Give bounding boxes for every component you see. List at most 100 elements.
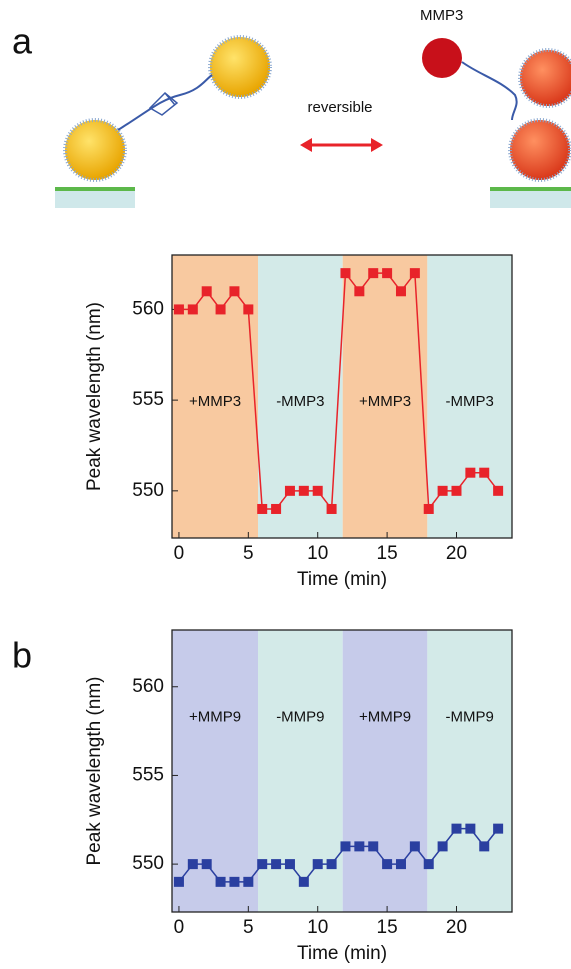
region-label: -MMP3 xyxy=(276,393,324,410)
data-point xyxy=(326,859,337,870)
x-tick-label: 15 xyxy=(377,543,398,564)
data-point xyxy=(479,467,490,478)
y-axis-title: Peak wavelength (nm) xyxy=(84,302,105,491)
data-point xyxy=(382,859,393,870)
x-tick-label: 0 xyxy=(174,543,185,564)
data-point xyxy=(312,859,323,870)
data-point xyxy=(340,268,351,279)
y-tick-label: 560 xyxy=(132,676,164,697)
data-point xyxy=(479,841,490,852)
substrate xyxy=(490,190,571,208)
data-point xyxy=(201,859,212,870)
data-point xyxy=(201,286,212,297)
x-axis-title: Time (min) xyxy=(297,943,387,964)
data-point xyxy=(451,823,462,834)
y-tick-label: 555 xyxy=(132,764,164,785)
x-axis-title: Time (min) xyxy=(297,569,387,590)
data-point xyxy=(368,841,379,852)
data-point xyxy=(354,286,365,297)
region xyxy=(342,255,428,538)
data-point xyxy=(326,503,337,514)
data-point xyxy=(243,876,254,887)
panel-label: b xyxy=(12,635,32,676)
substrate-surface xyxy=(55,187,135,191)
substrate-surface xyxy=(490,187,571,191)
region-label: +MMP3 xyxy=(359,393,411,410)
data-point xyxy=(465,467,476,478)
x-tick-label: 20 xyxy=(446,543,467,564)
substrate xyxy=(55,190,135,208)
y-tick-label: 550 xyxy=(132,480,164,501)
x-tick-label: 10 xyxy=(307,917,328,938)
data-point xyxy=(298,876,309,887)
data-point xyxy=(493,823,504,834)
y-tick-label: 550 xyxy=(132,853,164,874)
region-label: +MMP3 xyxy=(189,393,241,410)
data-point xyxy=(312,485,323,496)
data-point xyxy=(284,859,295,870)
region-label: -MMP9 xyxy=(446,708,494,725)
data-point xyxy=(409,841,420,852)
linker xyxy=(461,61,518,121)
data-point xyxy=(395,859,406,870)
arrow-label: reversible xyxy=(307,99,372,116)
x-tick-label: 5 xyxy=(243,543,254,564)
data-point xyxy=(229,876,240,887)
region xyxy=(427,630,512,912)
region xyxy=(342,630,428,912)
data-point xyxy=(173,304,184,315)
x-tick-label: 15 xyxy=(377,917,398,938)
data-point xyxy=(493,485,504,496)
data-point xyxy=(437,841,448,852)
data-point xyxy=(354,841,365,852)
data-point xyxy=(243,304,254,315)
plot-frame xyxy=(171,254,513,539)
data-point xyxy=(368,268,379,279)
data-point xyxy=(298,485,309,496)
region xyxy=(258,630,343,912)
plot-frame xyxy=(171,629,513,913)
y-tick-label: 560 xyxy=(132,298,164,319)
data-point xyxy=(423,859,434,870)
region-label: +MMP9 xyxy=(189,708,241,725)
peptide xyxy=(148,91,179,116)
x-tick-label: 10 xyxy=(307,543,328,564)
data-point xyxy=(409,268,420,279)
region-label: -MMP3 xyxy=(446,393,494,410)
data-point xyxy=(437,485,448,496)
nanoparticle xyxy=(63,118,127,182)
data-point xyxy=(257,859,268,870)
region-label: +MMP9 xyxy=(359,708,411,725)
region-label: -MMP9 xyxy=(276,708,324,725)
enzyme xyxy=(422,38,462,78)
data-point xyxy=(271,503,282,514)
data-point xyxy=(382,268,393,279)
data-point xyxy=(187,304,198,315)
data-point xyxy=(271,859,282,870)
x-tick-label: 5 xyxy=(243,917,254,938)
y-axis-title: Peak wavelength (nm) xyxy=(84,676,105,865)
data-point xyxy=(257,503,268,514)
linker xyxy=(117,74,213,131)
data-point xyxy=(215,876,226,887)
data-point xyxy=(215,304,226,315)
data-point xyxy=(451,485,462,496)
nanoparticle xyxy=(518,48,571,108)
data-point xyxy=(340,841,351,852)
region xyxy=(172,630,259,912)
data-point xyxy=(395,286,406,297)
data-point xyxy=(423,503,434,514)
x-tick-label: 0 xyxy=(174,917,185,938)
nanoparticle xyxy=(208,35,272,99)
panel-label: a xyxy=(12,21,33,62)
data-point xyxy=(284,485,295,496)
data-point xyxy=(187,859,198,870)
enzyme-label: MMP3 xyxy=(420,7,463,24)
data-point xyxy=(173,876,184,887)
data-point xyxy=(229,286,240,297)
nanoparticle xyxy=(508,118,571,182)
data-point xyxy=(465,823,476,834)
x-tick-label: 20 xyxy=(446,917,467,938)
